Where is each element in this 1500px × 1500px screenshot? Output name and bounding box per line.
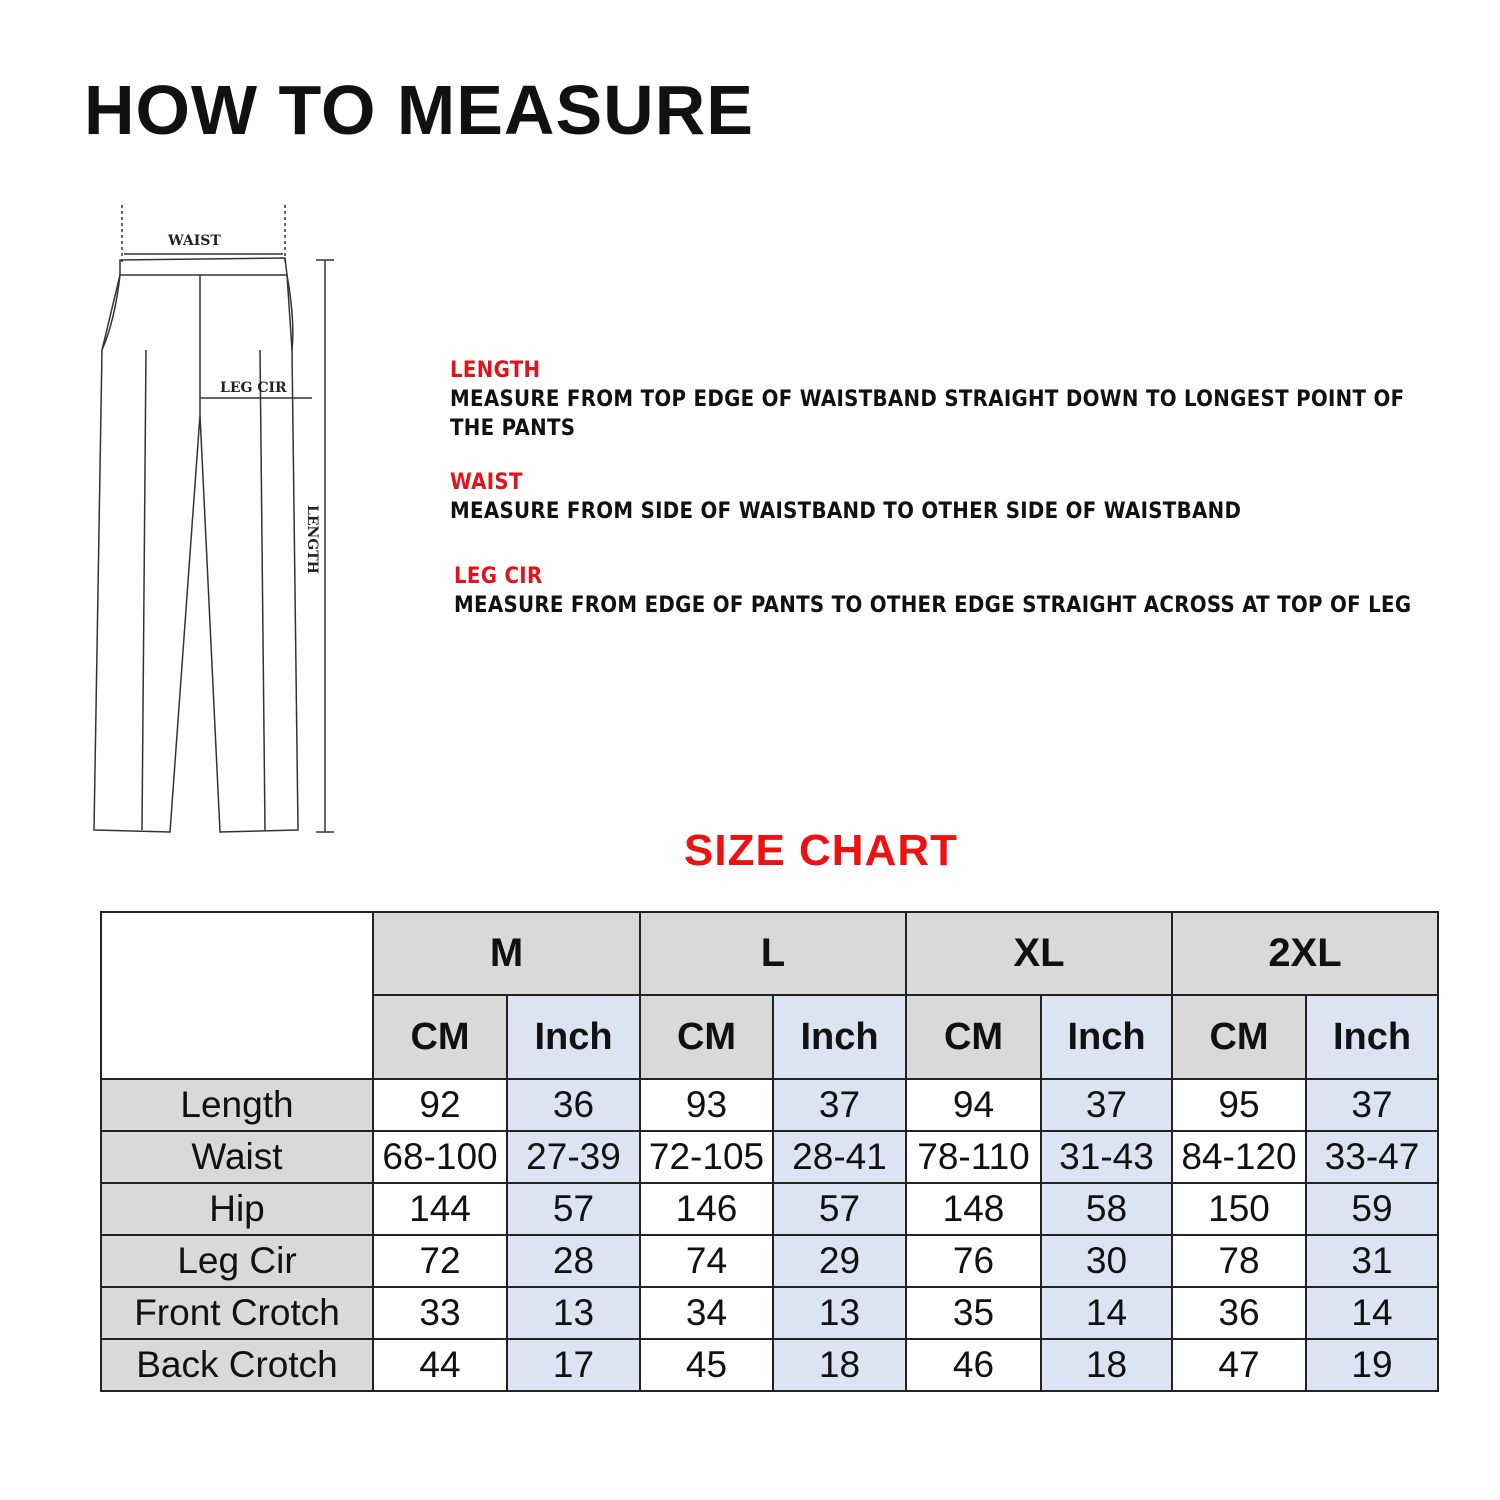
cm-cell: 78-110 [905, 1130, 1042, 1184]
page-title: HOW TO MEASURE [84, 71, 754, 149]
inch-cell: 13 [772, 1286, 907, 1340]
inch-cell: 14 [1040, 1286, 1173, 1340]
cm-cell: 93 [639, 1078, 774, 1132]
cm-cell: 146 [639, 1182, 774, 1236]
unit-header-inch: Inch [1040, 994, 1173, 1080]
instruction-text: MEASURE FROM TOP EDGE OF WAISTBAND STRAI… [450, 387, 1405, 441]
cm-cell: 46 [905, 1338, 1042, 1392]
size-header: 2XL [1171, 911, 1439, 996]
unit-header-cm: CM [905, 994, 1042, 1080]
pants-diagram: WAIST LEG CIR LENGTH [80, 200, 380, 850]
cm-cell: 148 [905, 1182, 1042, 1236]
table-row: Leg Cir 72 28 74 29 76 30 78 31 [100, 1234, 1439, 1288]
unit-header-cm: CM [639, 994, 774, 1080]
size-chart-table: M L XL 2XL CM Inch CM Inch CM Inch CM In… [100, 911, 1439, 1392]
size-chart-title: SIZE CHART [684, 826, 958, 875]
inch-cell: 18 [1040, 1338, 1173, 1392]
inch-cell: 27-39 [506, 1130, 641, 1184]
table-row: Back Crotch 44 17 45 18 46 18 47 19 [100, 1338, 1439, 1392]
inch-cell: 29 [772, 1234, 907, 1288]
inch-cell: 36 [506, 1078, 641, 1132]
inch-cell: 13 [506, 1286, 641, 1340]
instruction-text: MEASURE FROM EDGE OF PANTS TO OTHER EDGE… [454, 593, 1412, 618]
inch-cell: 30 [1040, 1234, 1173, 1288]
inch-cell: 17 [506, 1338, 641, 1392]
inch-cell: 37 [1040, 1078, 1173, 1132]
instruction-waist: WAIST MEASURE FROM SIDE OF WAISTBAND TO … [450, 468, 1450, 526]
table-row: Length 92 36 93 37 94 37 95 37 [100, 1078, 1439, 1132]
inch-cell: 14 [1305, 1286, 1439, 1340]
cm-cell: 68-100 [372, 1130, 508, 1184]
waist-label: WAIST [168, 233, 221, 249]
cm-cell: 92 [372, 1078, 508, 1132]
cm-cell: 36 [1171, 1286, 1307, 1340]
size-header: M [372, 911, 641, 996]
inch-cell: 18 [772, 1338, 907, 1392]
cm-cell: 144 [372, 1182, 508, 1236]
cm-cell: 78 [1171, 1234, 1307, 1288]
row-label: Hip [100, 1182, 374, 1236]
inch-cell: 33-47 [1305, 1130, 1439, 1184]
length-label: LENGTH [304, 505, 320, 574]
cm-cell: 94 [905, 1078, 1042, 1132]
cm-cell: 150 [1171, 1182, 1307, 1236]
table-row: Front Crotch 33 13 34 13 35 14 36 14 [100, 1286, 1439, 1340]
instruction-length: LENGTH MEASURE FROM TOP EDGE OF WAISTBAN… [450, 356, 1430, 443]
cm-cell: 44 [372, 1338, 508, 1392]
instruction-heading: WAIST [450, 470, 523, 495]
unit-header-inch: Inch [1305, 994, 1439, 1080]
inch-cell: 28 [506, 1234, 641, 1288]
cm-cell: 47 [1171, 1338, 1307, 1392]
cm-cell: 76 [905, 1234, 1042, 1288]
inch-cell: 57 [506, 1182, 641, 1236]
inch-cell: 31-43 [1040, 1130, 1173, 1184]
row-label: Front Crotch [100, 1286, 374, 1340]
cm-cell: 74 [639, 1234, 774, 1288]
inch-cell: 28-41 [772, 1130, 907, 1184]
unit-header-inch: Inch [772, 994, 907, 1080]
inch-cell: 31 [1305, 1234, 1439, 1288]
row-label: Leg Cir [100, 1234, 374, 1288]
cm-cell: 45 [639, 1338, 774, 1392]
instruction-leg-cir: LEG CIR MEASURE FROM EDGE OF PANTS TO OT… [454, 562, 1494, 620]
inch-cell: 57 [772, 1182, 907, 1236]
instruction-heading: LEG CIR [454, 564, 543, 589]
corner-cell [100, 911, 374, 1080]
cm-cell: 34 [639, 1286, 774, 1340]
instruction-heading: LENGTH [450, 358, 541, 383]
cm-cell: 35 [905, 1286, 1042, 1340]
table-row: Hip 144 57 146 57 148 58 150 59 [100, 1182, 1439, 1236]
inch-cell: 19 [1305, 1338, 1439, 1392]
unit-header-cm: CM [1171, 994, 1307, 1080]
row-label: Waist [100, 1130, 374, 1184]
row-label: Length [100, 1078, 374, 1132]
cm-cell: 72 [372, 1234, 508, 1288]
row-label: Back Crotch [100, 1338, 374, 1392]
cm-cell: 84-120 [1171, 1130, 1307, 1184]
size-header: XL [905, 911, 1173, 996]
inch-cell: 37 [1305, 1078, 1439, 1132]
cm-cell: 33 [372, 1286, 508, 1340]
inch-cell: 37 [772, 1078, 907, 1132]
cm-cell: 72-105 [639, 1130, 774, 1184]
size-header: L [639, 911, 907, 996]
inch-cell: 59 [1305, 1182, 1439, 1236]
inch-cell: 58 [1040, 1182, 1173, 1236]
leg-cir-label: LEG CIR [220, 380, 287, 396]
table-row: Waist 68-100 27-39 72-105 28-41 78-110 31-43 84… [100, 1130, 1439, 1184]
cm-cell: 95 [1171, 1078, 1307, 1132]
unit-header-inch: Inch [506, 994, 641, 1080]
pants-illustration [93, 205, 334, 833]
instruction-text: MEASURE FROM SIDE OF WAISTBAND TO OTHER … [450, 499, 1242, 524]
unit-header-cm: CM [372, 994, 508, 1080]
